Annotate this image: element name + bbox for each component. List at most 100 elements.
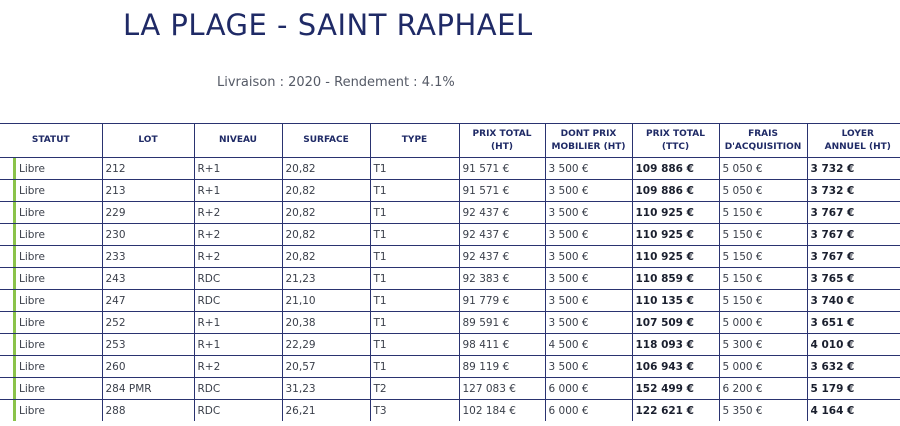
page-title: LA PLAGE - SAINT RAPHAEL bbox=[123, 8, 533, 42]
cell-statut: Libre bbox=[0, 289, 102, 312]
cell-surface: 20,82 bbox=[281, 245, 370, 268]
status-label: Libre bbox=[19, 162, 45, 175]
table-row[interactable]: Libre 247 RDC 21,10 T1 91 779 €3 500 €110 135… bbox=[0, 289, 900, 312]
cell-type: T1 bbox=[369, 179, 459, 202]
table-row[interactable]: Libre 229 R+2 20,82 T1 92 437 €3 500 €110 925… bbox=[0, 201, 900, 224]
cell-lot: 252 bbox=[101, 311, 194, 334]
column-header-line: DONT PRIX bbox=[560, 128, 617, 139]
cell-surface: 20,38 bbox=[281, 311, 370, 334]
cell-prix-total-ttc: 106 943 € bbox=[631, 355, 719, 378]
cell-niveau: R+2 bbox=[193, 201, 282, 224]
cell-niveau: RDC bbox=[193, 267, 282, 290]
status-indicator bbox=[13, 246, 16, 267]
column-header-statut: STATUT bbox=[0, 123, 102, 158]
cell-prix-mobilier-ht: 3 500 € bbox=[544, 201, 632, 224]
cell-frais-acquisition: 5 300 € bbox=[718, 333, 807, 356]
cell-loyer-annuel-ht: 4 010 € bbox=[806, 333, 900, 356]
table-row[interactable]: Libre 288 RDC 26,21 T3 102 184 €6 000 €122 62… bbox=[0, 399, 900, 421]
status-badge: Libre bbox=[0, 268, 102, 289]
table-row[interactable]: Libre 213 R+1 20,82 T1 91 571 €3 500 €109 886… bbox=[0, 179, 900, 202]
cell-statut: Libre bbox=[0, 245, 102, 268]
cell-loyer-annuel-ht: 3 767 € bbox=[806, 201, 900, 224]
cell-lot: 213 bbox=[101, 179, 194, 202]
cell-prix-total-ttc: 110 135 € bbox=[631, 289, 719, 312]
cell-niveau: RDC bbox=[193, 289, 282, 312]
cell-frais-acquisition: 5 350 € bbox=[718, 399, 807, 421]
cell-type: T1 bbox=[369, 333, 459, 356]
cell-prix-total-ht: 102 184 € bbox=[458, 399, 545, 421]
cell-prix-total-ht: 92 437 € bbox=[458, 201, 545, 224]
cell-frais-acquisition: 5 050 € bbox=[718, 157, 807, 180]
column-header-line: ANNUEL (HT) bbox=[824, 141, 891, 152]
cell-prix-mobilier-ht: 3 500 € bbox=[544, 245, 632, 268]
column-header-line: LOYER bbox=[841, 128, 874, 139]
cell-statut: Libre bbox=[0, 355, 102, 378]
table-row[interactable]: Libre 253 R+1 22,29 T1 98 411 €4 500 €118 093… bbox=[0, 333, 900, 356]
status-indicator bbox=[13, 334, 16, 355]
cell-prix-mobilier-ht: 3 500 € bbox=[544, 311, 632, 334]
table-row[interactable]: Libre 230 R+2 20,82 T1 92 437 €3 500 €110 925… bbox=[0, 223, 900, 246]
cell-niveau: R+1 bbox=[193, 157, 282, 180]
column-header-line: TYPE bbox=[401, 135, 428, 145]
table-row[interactable]: Libre 233 R+2 20,82 T1 92 437 €3 500 €110 925… bbox=[0, 245, 900, 268]
cell-lot: 212 bbox=[101, 157, 194, 180]
column-header-type: TYPE bbox=[369, 123, 459, 158]
cell-lot: 247 bbox=[101, 289, 194, 312]
cell-statut: Libre bbox=[0, 223, 102, 246]
cell-lot: 260 bbox=[101, 355, 194, 378]
cell-prix-total-ht: 92 437 € bbox=[458, 245, 545, 268]
page-subtitle: Livraison : 2020 - Rendement : 4.1% bbox=[217, 75, 455, 90]
cell-statut: Libre bbox=[0, 267, 102, 290]
table-row[interactable]: Libre 260 R+2 20,57 T1 89 119 €3 500 €106 943… bbox=[0, 355, 900, 378]
cell-frais-acquisition: 5 150 € bbox=[718, 245, 807, 268]
table-row[interactable]: Libre 284 PMR RDC 31,23 T2 127 083 €6 000 €15… bbox=[0, 377, 900, 400]
column-header-surface: SURFACE bbox=[281, 123, 370, 158]
column-header-niveau: NIVEAU bbox=[193, 123, 282, 158]
cell-lot: 230 bbox=[101, 223, 194, 246]
cell-prix-mobilier-ht: 3 500 € bbox=[544, 157, 632, 180]
status-badge: Libre bbox=[0, 290, 102, 311]
cell-type: T1 bbox=[369, 289, 459, 312]
column-header-frais-acquisition: FRAIS D'ACQUISITION bbox=[718, 123, 807, 158]
cell-prix-total-ht: 91 779 € bbox=[458, 289, 545, 312]
status-badge: Libre bbox=[0, 356, 102, 377]
status-label: Libre bbox=[19, 360, 45, 373]
cell-frais-acquisition: 5 000 € bbox=[718, 355, 807, 378]
status-indicator bbox=[13, 158, 16, 179]
cell-frais-acquisition: 5 150 € bbox=[718, 223, 807, 246]
cell-loyer-annuel-ht: 3 651 € bbox=[806, 311, 900, 334]
cell-prix-total-ht: 127 083 € bbox=[458, 377, 545, 400]
cell-lot: 233 bbox=[101, 245, 194, 268]
table-row[interactable]: Libre 243 RDC 21,23 T1 92 383 €3 500 €110 859… bbox=[0, 267, 900, 290]
status-label: Libre bbox=[19, 404, 45, 417]
column-header-line: (TTC) bbox=[661, 141, 690, 152]
cell-loyer-annuel-ht: 3 732 € bbox=[806, 157, 900, 180]
cell-type: T1 bbox=[369, 355, 459, 378]
cell-prix-total-ttc: 109 886 € bbox=[631, 157, 719, 180]
column-header-prix-total-ht: PRIX TOTAL (HT) bbox=[458, 123, 545, 158]
cell-prix-total-ht: 89 119 € bbox=[458, 355, 545, 378]
cell-prix-mobilier-ht: 3 500 € bbox=[544, 223, 632, 246]
table-row[interactable]: Libre 252 R+1 20,38 T1 89 591 €3 500 €107 509… bbox=[0, 311, 900, 334]
cell-prix-total-ht: 92 383 € bbox=[458, 267, 545, 290]
cell-lot: 253 bbox=[101, 333, 194, 356]
cell-niveau: R+2 bbox=[193, 223, 282, 246]
cell-surface: 21,23 bbox=[281, 267, 370, 290]
status-indicator bbox=[13, 268, 16, 289]
cell-prix-total-ttc: 122 621 € bbox=[631, 399, 719, 421]
cell-type: T1 bbox=[369, 245, 459, 268]
status-label: Libre bbox=[19, 338, 45, 351]
table-row[interactable]: Libre 212 R+1 20,82 T1 91 571 €3 500 €109 886… bbox=[0, 157, 900, 180]
column-header-line: PRIX TOTAL bbox=[646, 128, 705, 139]
cell-loyer-annuel-ht: 3 767 € bbox=[806, 223, 900, 246]
cell-loyer-annuel-ht: 3 765 € bbox=[806, 267, 900, 290]
column-header-line: MOBILIER (HT) bbox=[551, 141, 626, 152]
cell-surface: 22,29 bbox=[281, 333, 370, 356]
status-badge: Libre bbox=[0, 378, 102, 399]
cell-surface: 20,82 bbox=[281, 201, 370, 224]
cell-niveau: R+2 bbox=[193, 245, 282, 268]
cell-lot: 288 bbox=[101, 399, 194, 421]
cell-statut: Libre bbox=[0, 377, 102, 400]
cell-surface: 20,82 bbox=[281, 223, 370, 246]
status-indicator bbox=[13, 224, 16, 245]
